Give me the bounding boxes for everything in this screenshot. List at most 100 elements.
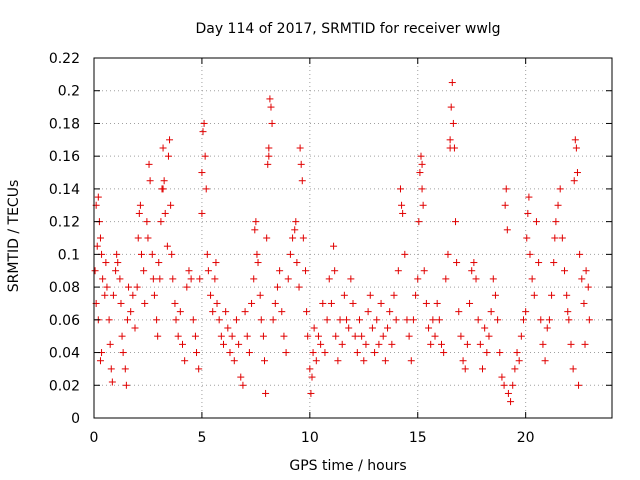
data-point — [200, 119, 208, 127]
data-point — [578, 275, 586, 283]
data-point — [121, 365, 129, 373]
data-point — [576, 250, 584, 258]
data-point — [96, 234, 104, 242]
data-point — [463, 340, 471, 348]
data-point — [145, 160, 153, 168]
data-point — [509, 381, 517, 389]
data-point — [201, 152, 209, 160]
data-point — [446, 144, 454, 152]
data-point — [581, 340, 589, 348]
data-point — [122, 381, 130, 389]
data-point — [489, 275, 497, 283]
data-point — [415, 218, 423, 226]
data-point — [340, 291, 348, 299]
data-point — [570, 177, 578, 185]
data-point — [427, 340, 435, 348]
data-point — [396, 185, 404, 193]
data-point — [448, 79, 456, 87]
data-point — [150, 291, 158, 299]
data-point — [304, 332, 312, 340]
data-point — [371, 349, 379, 357]
data-point — [522, 308, 530, 316]
data-point — [364, 308, 372, 316]
data-point — [345, 324, 353, 332]
data-point — [403, 316, 411, 324]
data-point — [418, 185, 426, 193]
data-point — [455, 308, 463, 316]
data-point — [308, 373, 316, 381]
data-point — [349, 299, 357, 307]
data-point — [537, 316, 545, 324]
data-point — [442, 275, 450, 283]
data-point — [298, 177, 306, 185]
data-point — [196, 275, 204, 283]
data-point — [503, 226, 511, 234]
data-point — [257, 316, 265, 324]
data-point — [461, 365, 469, 373]
data-point — [457, 332, 465, 340]
data-point — [338, 340, 346, 348]
data-point — [215, 316, 223, 324]
data-point — [198, 209, 206, 217]
data-point — [271, 299, 279, 307]
data-point — [295, 283, 303, 291]
data-point — [414, 275, 422, 283]
data-point — [297, 160, 305, 168]
data-point — [307, 389, 315, 397]
data-point — [563, 291, 571, 299]
data-point — [399, 209, 407, 217]
data-point — [174, 332, 182, 340]
data-point — [296, 144, 304, 152]
y-tick-label: 0.14 — [49, 182, 80, 198]
data-point — [452, 218, 460, 226]
data-point — [405, 332, 413, 340]
data-point — [558, 234, 566, 242]
x-tick-label: 5 — [197, 430, 206, 446]
data-point — [420, 267, 428, 275]
data-point — [211, 275, 219, 283]
data-point — [551, 234, 559, 242]
data-point — [108, 378, 116, 386]
data-point — [355, 316, 363, 324]
data-point — [268, 119, 276, 127]
data-point — [556, 185, 564, 193]
y-tick-label: 0.16 — [49, 149, 80, 165]
data-point — [153, 316, 161, 324]
data-point — [422, 299, 430, 307]
data-point — [384, 324, 392, 332]
data-point — [101, 291, 109, 299]
data-point — [265, 152, 273, 160]
data-point — [241, 308, 249, 316]
axis-ticks — [93, 57, 612, 419]
data-point — [284, 275, 292, 283]
data-point — [299, 234, 307, 242]
data-point — [368, 324, 376, 332]
data-point — [417, 152, 425, 160]
data-point — [135, 209, 143, 217]
data-point — [330, 242, 338, 250]
data-point — [431, 332, 439, 340]
data-point — [112, 267, 120, 275]
data-point — [319, 299, 327, 307]
data-point — [435, 316, 443, 324]
data-point — [105, 316, 113, 324]
data-point — [513, 349, 521, 357]
data-point — [312, 357, 320, 365]
data-point — [310, 324, 318, 332]
data-point — [148, 250, 156, 258]
data-point — [416, 169, 424, 177]
data-point — [444, 250, 452, 258]
data-point — [564, 308, 572, 316]
data-point — [474, 316, 482, 324]
y-axis-label: SRMTID / TECUs — [6, 180, 22, 293]
data-point — [470, 259, 478, 267]
data-point — [176, 308, 184, 316]
data-point — [133, 283, 141, 291]
data-point — [141, 299, 149, 307]
data-points — [91, 79, 593, 406]
data-point — [548, 291, 556, 299]
y-tick-label: 0.18 — [49, 116, 80, 132]
data-point — [524, 209, 532, 217]
data-point — [552, 218, 560, 226]
data-point — [392, 316, 400, 324]
